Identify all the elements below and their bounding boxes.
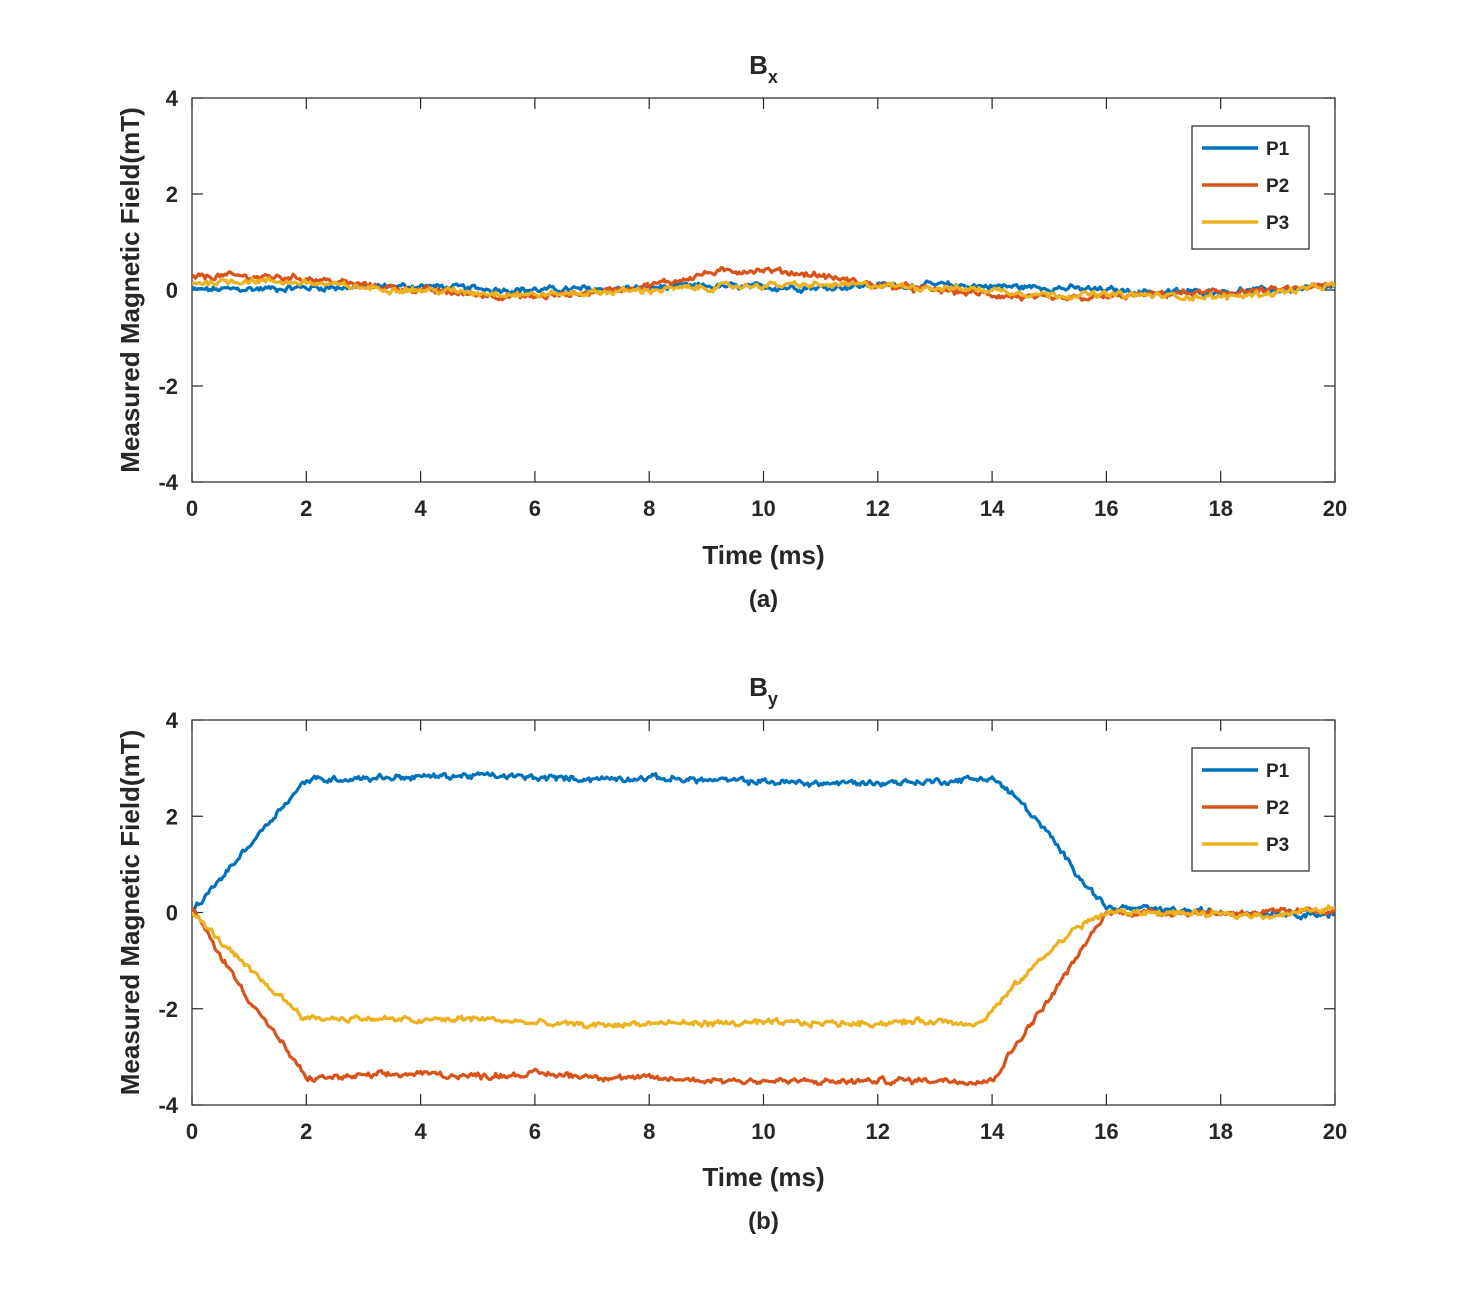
legend-box [1191,747,1310,872]
chart-title-main: B [749,672,768,702]
legend-label-p3: P3 [1266,213,1289,234]
legend-label-p2: P2 [1266,176,1289,197]
x-tick-label: 14 [980,1119,1005,1144]
y-tick-label: -4 [158,470,178,495]
legend-label-p2: P2 [1266,798,1289,819]
legend: P1 P2 P3 [1191,125,1310,250]
x-axis-label: Time (ms) [702,540,824,570]
chart-title-subscript: y [768,689,778,709]
x-tick-label: 16 [1094,1119,1118,1144]
y-tick-label: -2 [158,374,178,399]
legend-box [1191,125,1310,250]
legend-label-p1: P1 [1266,761,1290,782]
y-tick-label: 4 [166,86,179,111]
chart-a: 0 2 4 6 8 10 12 14 16 18 20 -4 -2 0 2 4 Bx Time (ms) Measu… [115,50,1347,613]
x-tick-label: 20 [1323,496,1347,521]
y-axis-label: Measured Magnetic Field(mT) [115,730,145,1096]
chart-caption: (b) [748,1208,779,1235]
x-axis-label: Time (ms) [702,1162,824,1192]
x-tick-label: 0 [186,496,198,521]
y-tick-label: 2 [166,804,178,829]
x-tick-label: 0 [186,1119,198,1144]
chart-title: Bx [749,50,778,87]
chart-title-main: B [749,50,768,80]
x-tick-label: 8 [643,496,655,521]
x-tick-label: 8 [643,1119,655,1144]
x-tick-label: 2 [300,496,312,521]
x-tick-label: 18 [1208,1119,1232,1144]
y-tick-label: 4 [166,708,179,733]
y-tick-label: -2 [158,997,178,1022]
series-line-p1 [192,771,1335,921]
y-tick-label: -4 [158,1093,178,1118]
x-tick-label: 12 [866,496,890,521]
chart-title-subscript: x [768,67,778,87]
x-tick-label: 14 [980,496,1005,521]
x-tick-label: 10 [751,496,775,521]
y-tick-label: 0 [166,278,178,303]
legend-label-p3: P3 [1266,835,1289,856]
x-tick-label: 10 [751,1119,775,1144]
x-tick-label: 6 [529,1119,541,1144]
x-tick-label: 4 [414,496,427,521]
series-line-p3 [192,276,1335,302]
y-tick-label: 2 [166,182,178,207]
legend: P1 P2 P3 [1191,747,1310,872]
x-tick-label: 4 [414,1119,427,1144]
x-tick-label: 6 [529,496,541,521]
y-tick-label: 0 [166,901,178,926]
chart-caption: (a) [749,586,778,613]
y-axis-label: Measured Magnetic Field(mT) [115,107,145,473]
x-tick-label: 18 [1208,496,1232,521]
series-line-p3 [192,904,1335,1030]
x-tick-label: 2 [300,1119,312,1144]
x-tick-label: 20 [1323,1119,1347,1144]
chart-title: By [749,672,778,709]
x-tick-label: 12 [866,1119,890,1144]
legend-label-p1: P1 [1266,139,1290,160]
chart-b: 0 2 4 6 8 10 12 14 16 18 20 -4 -2 0 2 4 By Time (ms) Measu… [115,672,1347,1235]
x-tick-label: 16 [1094,496,1118,521]
